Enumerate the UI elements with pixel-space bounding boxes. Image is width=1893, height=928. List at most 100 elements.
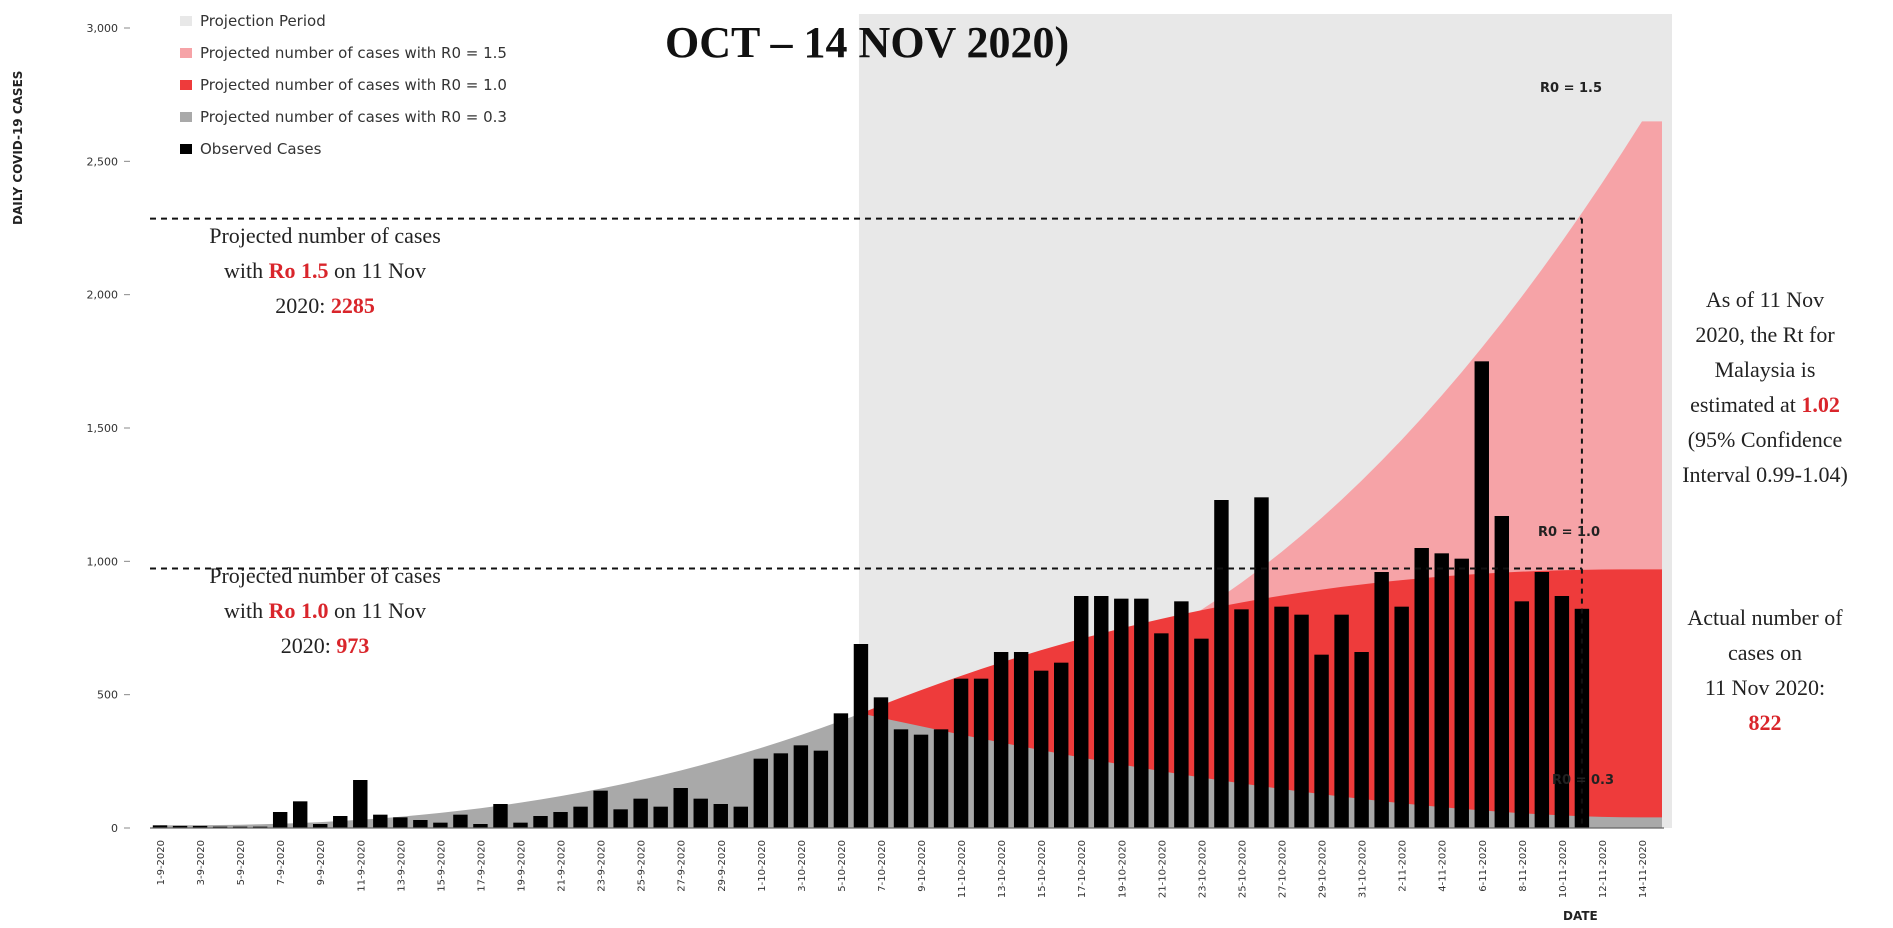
x-tick-label: 3-9-2020	[196, 840, 207, 885]
x-tick-label: 14-11-2020	[1638, 840, 1649, 898]
observed-bar	[1454, 558, 1469, 828]
observed-bar	[1214, 500, 1229, 828]
observed-bar	[733, 806, 748, 828]
x-axis-label: DATE	[1563, 909, 1598, 923]
observed-bar	[1013, 652, 1029, 828]
note-line: 822	[1748, 710, 1782, 735]
note-line: 2020: 973	[280, 633, 370, 658]
y-tick-label: 0	[111, 822, 118, 835]
y-tick-label: 2,000	[87, 289, 119, 302]
observed-bar	[1274, 606, 1289, 828]
observed-bar	[1294, 614, 1309, 828]
x-tick-label: 3-10-2020	[797, 840, 808, 892]
observed-bar	[1254, 497, 1269, 828]
observed-bar	[1033, 670, 1049, 828]
y-tick-label: 1,500	[87, 422, 119, 435]
observed-bar	[773, 753, 789, 828]
legend-projection-period-label: Projection Period	[200, 12, 326, 30]
note-line: Projected number of cases	[209, 563, 441, 588]
note-line: Projected number of cases	[209, 223, 441, 248]
observed-bar	[873, 697, 889, 828]
y-tick-label: 500	[97, 689, 118, 702]
note-line: 2020: 2285	[275, 293, 375, 318]
observed-bar	[1434, 553, 1449, 828]
x-tick-label: 19-10-2020	[1117, 840, 1128, 898]
observed-bar	[1094, 596, 1109, 828]
x-tick-label: 6-11-2020	[1478, 840, 1489, 892]
x-tick-label: 29-9-2020	[717, 840, 728, 892]
x-tick-label: 7-9-2020	[276, 840, 287, 885]
observed-bar	[613, 809, 628, 828]
r0-0-3-label: R0 = 0.3	[1552, 773, 1614, 788]
note-line: with Ro 1.0 on 11 Nov	[223, 598, 427, 623]
observed-bar	[533, 816, 548, 828]
note-line: with Ro 1.5 on 11 Nov	[223, 258, 427, 283]
observed-bar	[913, 734, 929, 828]
observed-bar	[152, 825, 168, 828]
note-line: (95% Confidence	[1687, 427, 1843, 452]
x-tick-label: 13-9-2020	[396, 840, 407, 892]
x-tick-label: 29-10-2020	[1318, 840, 1329, 898]
observed-bar	[933, 729, 949, 828]
observed-bar	[1394, 606, 1409, 828]
observed-bar	[553, 812, 568, 828]
observed-bar	[1134, 598, 1149, 828]
observed-bar	[1074, 596, 1089, 828]
observed-bar	[853, 644, 869, 828]
x-tick-label: 10-11-2020	[1558, 840, 1569, 898]
observed-bar	[212, 826, 228, 828]
x-tick-label: 17-10-2020	[1077, 840, 1088, 898]
observed-bar	[713, 804, 728, 828]
legend-r0-1-5-swatch	[180, 48, 192, 58]
note-line: 11 Nov 2020:	[1704, 675, 1826, 700]
x-tick-label: 31-10-2020	[1358, 840, 1369, 898]
observed-bar	[493, 804, 508, 828]
observed-bar	[833, 713, 849, 828]
observed-bar	[1234, 609, 1249, 828]
observed-bar	[1534, 572, 1550, 828]
x-tick-label: 19-9-2020	[516, 840, 527, 892]
x-tick-label: 9-9-2020	[316, 840, 327, 885]
legend-r0-1-5-label: Projected number of cases with R0 = 1.5	[200, 44, 507, 62]
x-tick-label: 15-10-2020	[1037, 840, 1048, 898]
observed-bar	[1154, 633, 1169, 828]
note-line: cases on	[1728, 640, 1802, 665]
legend-observed-swatch	[180, 144, 192, 154]
observed-bar	[893, 729, 909, 828]
observed-bar	[272, 812, 288, 828]
note-line: As of 11 Nov	[1705, 287, 1825, 312]
observed-bar	[1114, 598, 1129, 828]
x-tick-label: 1-9-2020	[156, 840, 167, 885]
observed-bar	[1054, 662, 1069, 828]
observed-bar	[673, 788, 688, 828]
observed-bar	[1574, 608, 1590, 828]
observed-bar	[1474, 361, 1489, 828]
x-tick-label: 9-10-2020	[917, 840, 928, 892]
observed-bar	[473, 824, 488, 828]
observed-bar	[1514, 601, 1530, 828]
observed-bar	[573, 806, 588, 828]
observed-bar	[373, 814, 388, 828]
legend-r0-1-0-label: Projected number of cases with R0 = 1.0	[200, 76, 507, 94]
observed-bar	[1314, 654, 1329, 828]
observed-bar	[1194, 638, 1209, 828]
x-tick-label: 2-11-2020	[1398, 840, 1409, 892]
observed-bar	[333, 816, 348, 828]
x-tick-label: 23-10-2020	[1197, 840, 1208, 898]
x-tick-label: 4-11-2020	[1438, 840, 1449, 892]
legend-observed-label: Observed Cases	[200, 140, 322, 158]
observed-bar	[513, 822, 528, 828]
note-line: estimated at 1.02	[1690, 392, 1840, 417]
rt-estimate-note: As of 11 Nov 2020, the Rt for Malaysia i…	[1640, 282, 1890, 492]
x-tick-label: 27-9-2020	[677, 840, 688, 892]
observed-bar	[292, 801, 308, 828]
observed-bar	[252, 826, 268, 828]
observed-bar	[693, 798, 708, 828]
x-tick-label: 15-9-2020	[436, 840, 447, 892]
observed-bar	[1414, 548, 1429, 828]
observed-bar	[313, 824, 328, 828]
y-tick-label: 3,000	[87, 22, 119, 35]
observed-bar	[1334, 614, 1349, 828]
observed-bar	[993, 652, 1009, 828]
